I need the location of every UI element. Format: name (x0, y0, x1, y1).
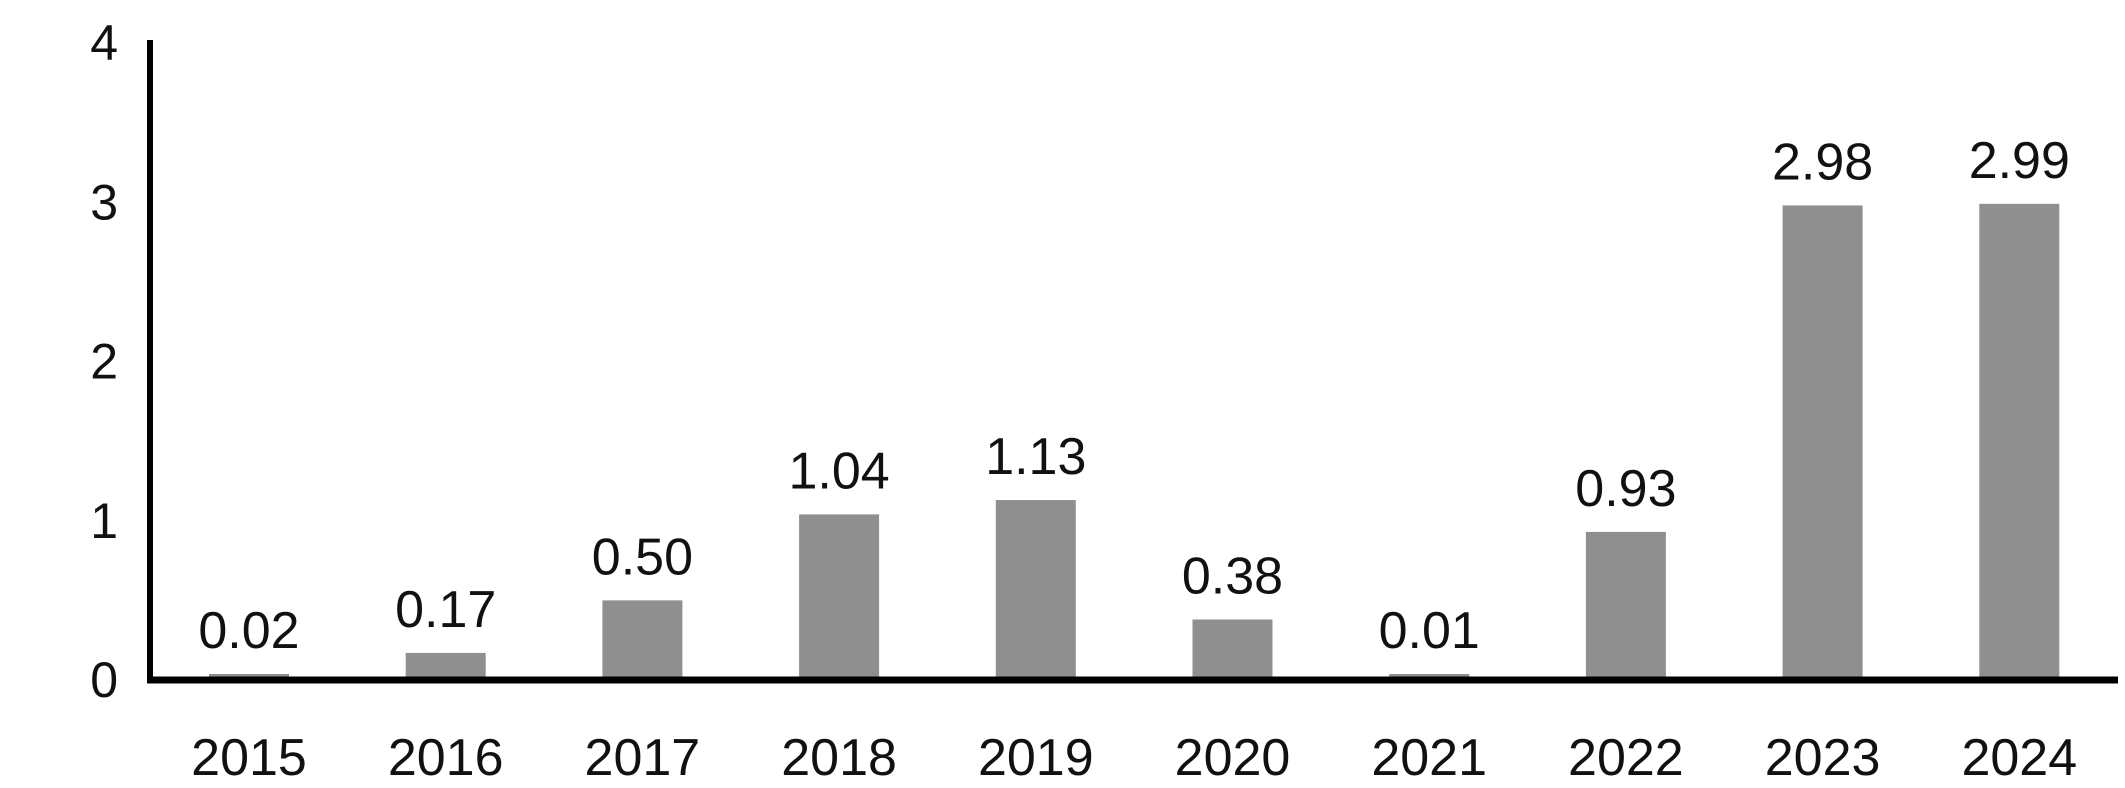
value-label-2018: 1.04 (788, 442, 889, 500)
bar-2019 (995, 500, 1076, 680)
value-label-2022: 0.93 (1575, 460, 1676, 518)
value-label-2017: 0.50 (592, 528, 693, 586)
value-label-2024: 2.99 (1969, 132, 2070, 190)
x-tick-label-2024: 2024 (1961, 729, 2077, 783)
y-tick-label: 3 (90, 174, 118, 230)
bar-2016 (405, 652, 486, 680)
x-tick-label-2018: 2018 (781, 729, 897, 783)
y-axis-ticks: 0 1 2 3 4 (90, 15, 118, 708)
axes-group (147, 40, 2118, 684)
x-axis-ticks: 2015 2016 2017 2018 2019 2020 2021 2022 2023 2024 (191, 729, 2077, 787)
value-label-2015: 0.02 (198, 602, 299, 660)
value-label-2020: 0.38 (1182, 547, 1283, 605)
value-label-2019: 1.13 (985, 428, 1086, 486)
y-tick-label: 4 (90, 15, 118, 71)
bars-group (209, 203, 2060, 680)
value-label-2016: 0.17 (395, 581, 496, 639)
x-tick-label-2015: 2015 (191, 729, 307, 783)
bar-2018 (799, 514, 880, 680)
x-tick-label-2023: 2023 (1765, 729, 1881, 783)
x-tick-label-2017: 2017 (585, 729, 701, 783)
bar-2023 (1782, 205, 1863, 680)
x-tick-label-2016: 2016 (388, 729, 504, 783)
y-tick-label: 1 (90, 493, 118, 549)
bar-2022 (1585, 531, 1666, 680)
value-label-2023: 2.98 (1772, 133, 1873, 191)
value-labels-group: 0.02 0.17 0.50 1.04 1.13 0.38 0.01 0.93 2.98 2.99 (198, 132, 2070, 660)
bar-2017 (602, 600, 683, 680)
x-tick-label-2019: 2019 (978, 729, 1094, 783)
x-tick-label-2020: 2020 (1175, 729, 1291, 783)
y-tick-label: 2 (90, 334, 118, 390)
bar-2020 (1192, 619, 1273, 680)
x-tick-label-2022: 2022 (1568, 729, 1684, 783)
x-tick-label-2021: 2021 (1371, 729, 1487, 783)
y-tick-label: 0 (90, 652, 118, 708)
bar-2024 (1979, 203, 2060, 680)
value-label-2021: 0.01 (1379, 602, 1480, 660)
